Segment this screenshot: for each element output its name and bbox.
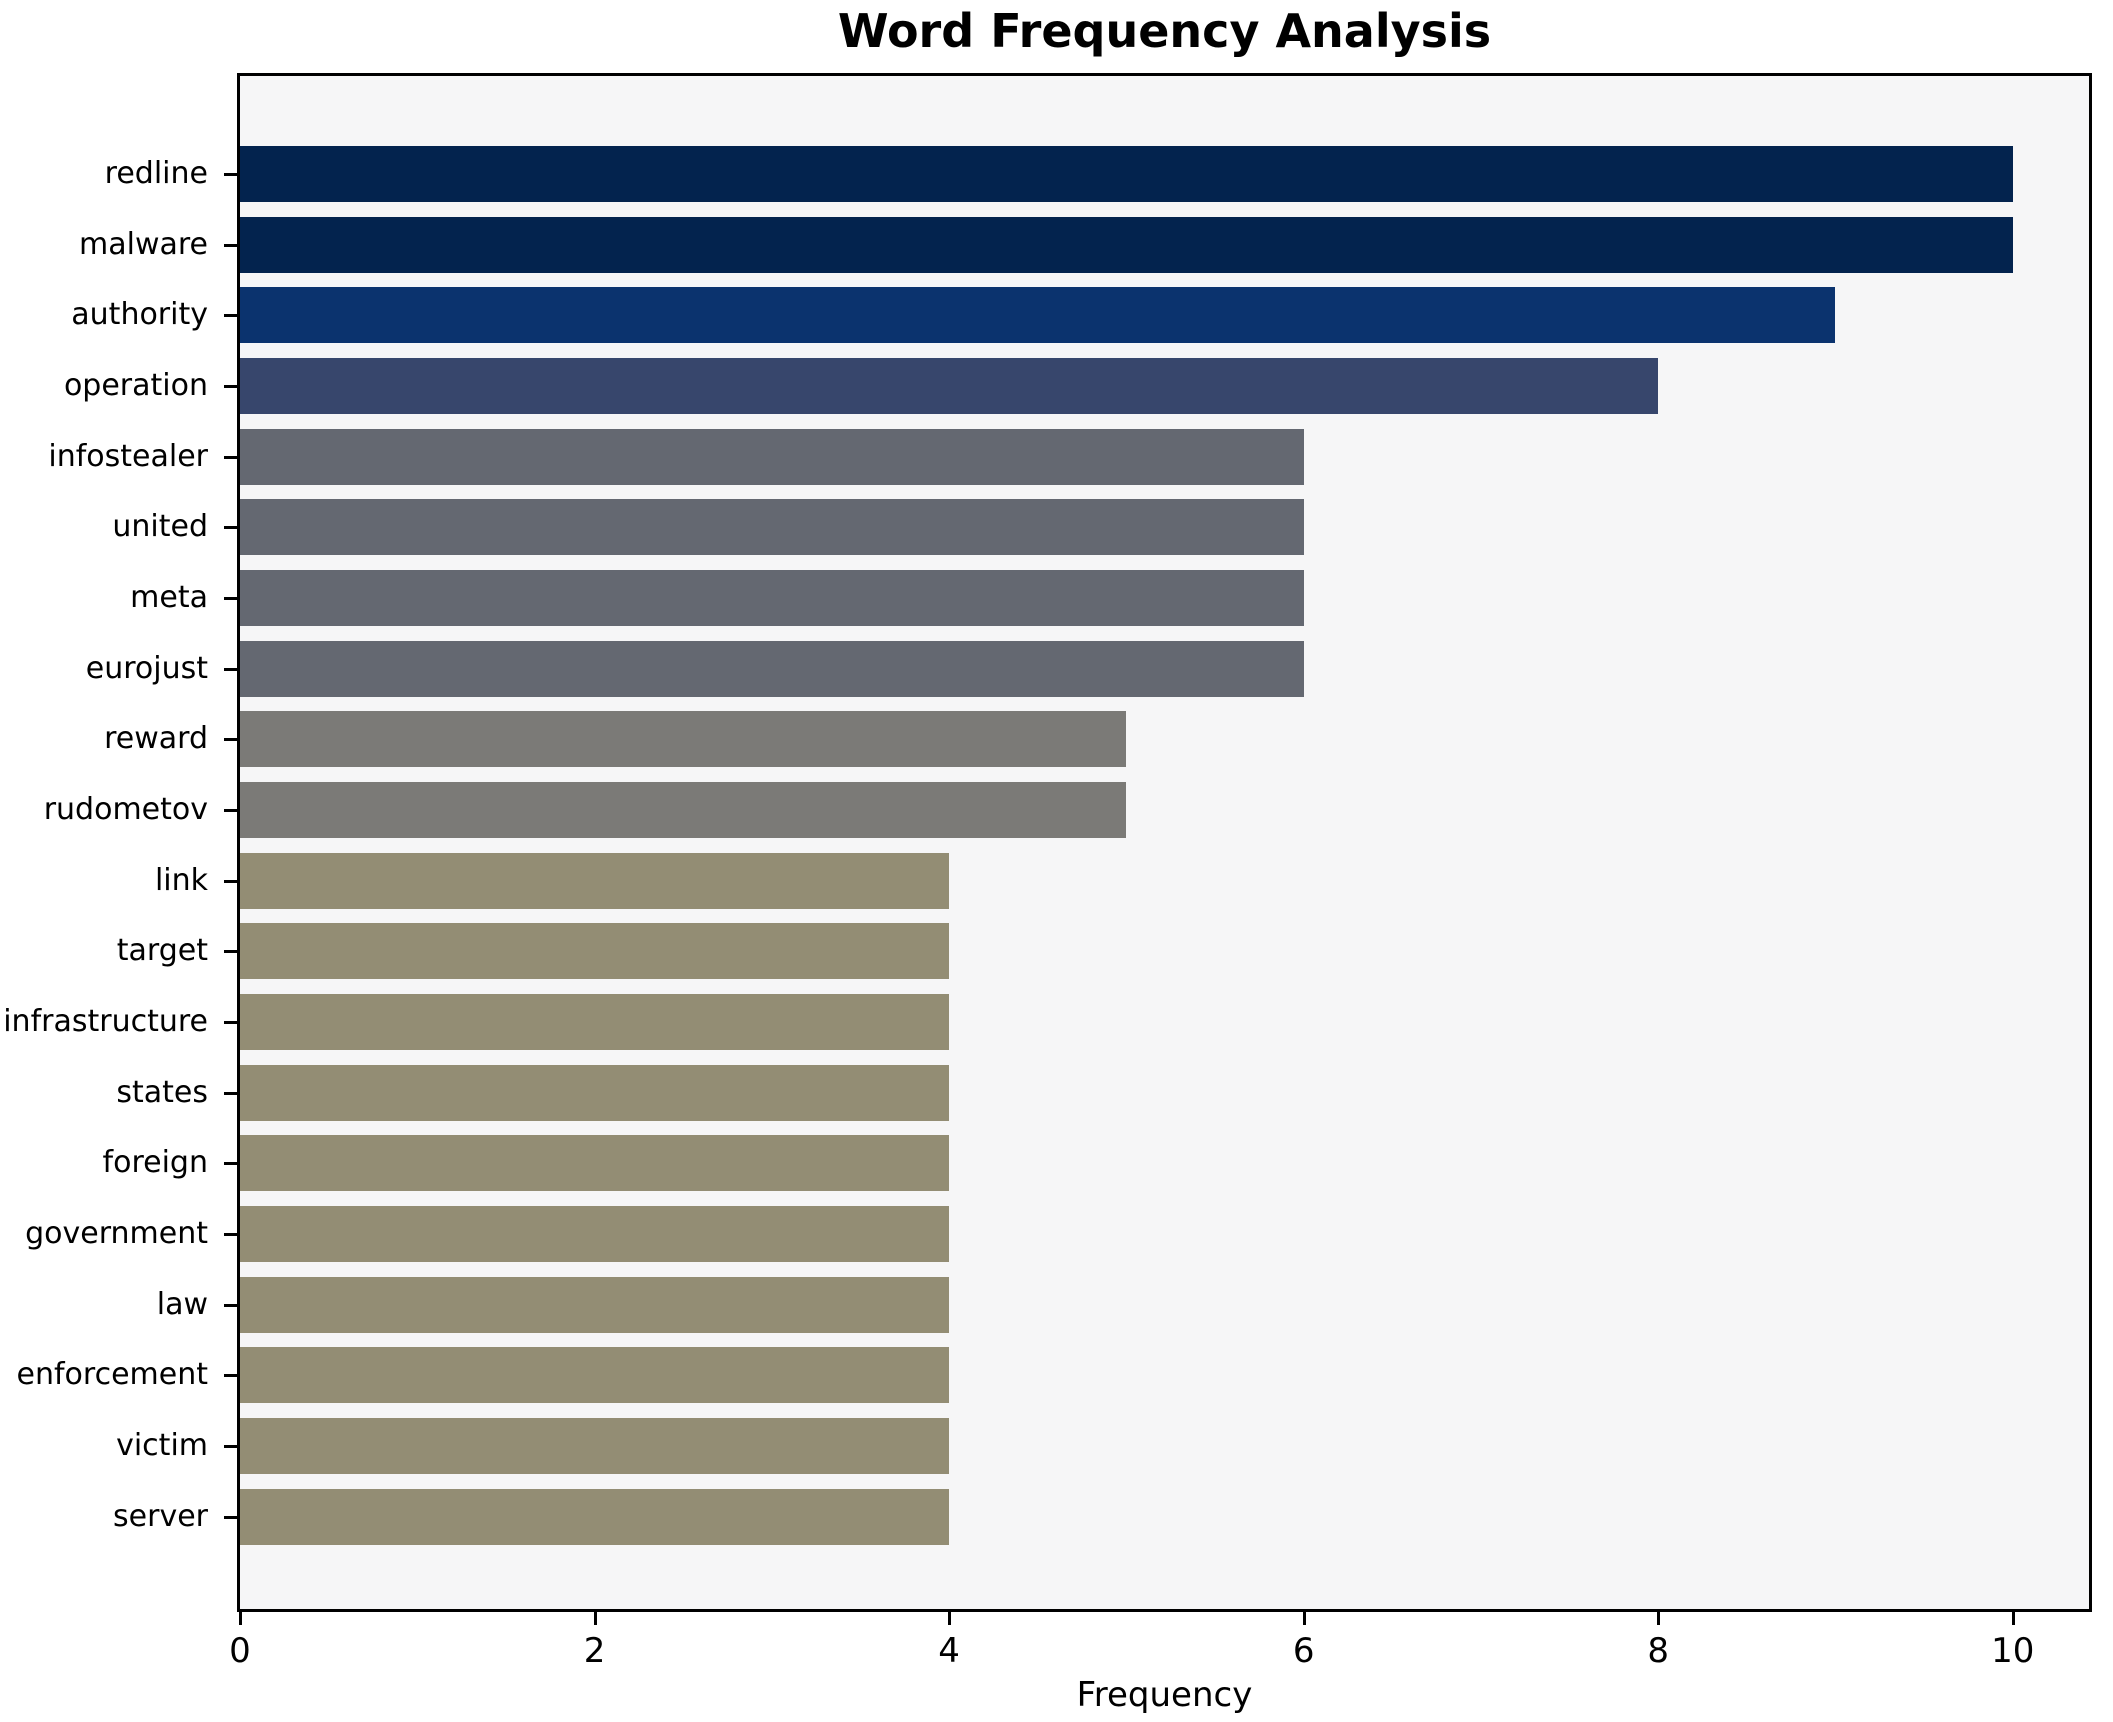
bar-foreign [240, 1135, 950, 1192]
bar-malware [240, 216, 2013, 273]
bar-infostealer [240, 428, 1304, 485]
y-tick-government [224, 1232, 237, 1236]
y-tick-label-malware: malware [79, 226, 208, 262]
y-tick-victim [224, 1444, 237, 1448]
y-tick-label-rudometov: rudometov [43, 791, 208, 827]
y-tick-label-authority: authority [71, 297, 208, 333]
bar-states [240, 1064, 950, 1121]
bar-rudometov [240, 781, 1127, 838]
x-tick-label-2: 2 [583, 1631, 606, 1671]
bar-redline [240, 146, 2013, 202]
x-axis-label: Frequency [1076, 1675, 1253, 1715]
y-tick-label-foreign: foreign [102, 1145, 208, 1181]
y-tick-label-infrastructure: infrastructure [3, 1003, 208, 1039]
bar-link [240, 852, 950, 909]
x-tick-6 [1302, 1612, 1306, 1625]
y-tick-target [224, 950, 237, 954]
y-tick-operation [224, 384, 237, 388]
bar-enforcement [240, 1347, 950, 1404]
y-tick-label-link: link [154, 862, 208, 898]
y-tick-eurojust [224, 667, 237, 671]
bar-meta [240, 569, 1304, 626]
x-tick-4 [948, 1612, 952, 1625]
y-tick-malware [224, 243, 237, 247]
y-tick-label-victim: victim [116, 1427, 208, 1463]
y-tick-label-states: states [116, 1074, 208, 1110]
x-tick-label-10: 10 [1991, 1631, 2035, 1671]
y-tick-label-redline: redline [104, 156, 208, 191]
bar-victim [240, 1417, 950, 1474]
bar-eurojust [240, 640, 1304, 697]
x-tick-label-8: 8 [1647, 1631, 1670, 1671]
y-tick-link [224, 879, 237, 883]
y-tick-reward [224, 738, 237, 742]
y-tick-meta [224, 596, 237, 600]
y-tick-label-enforcement: enforcement [16, 1357, 208, 1393]
y-tick-infostealer [224, 455, 237, 459]
y-tick-label-server: server [113, 1498, 208, 1534]
y-tick-states [224, 1091, 237, 1095]
plot-area [237, 73, 2092, 1612]
x-tick-8 [1657, 1612, 1661, 1625]
bar-reward [240, 711, 1127, 768]
y-tick-label-law: law [156, 1286, 208, 1322]
y-tick-label-infostealer: infostealer [48, 438, 208, 474]
y-tick-label-meta: meta [130, 579, 208, 615]
y-tick-server [224, 1515, 237, 1519]
y-tick-label-government: government [25, 1215, 208, 1251]
bar-united [240, 499, 1304, 556]
y-tick-label-eurojust: eurojust [85, 650, 208, 686]
bar-authority [240, 287, 1836, 344]
y-tick-rudometov [224, 808, 237, 812]
y-tick-foreign [224, 1162, 237, 1166]
chart-title: Word Frequency Analysis [837, 4, 1492, 58]
bar-government [240, 1205, 950, 1262]
y-tick-redline [224, 173, 237, 176]
y-tick-label-reward: reward [104, 721, 208, 757]
x-tick-10 [2011, 1612, 2015, 1625]
y-tick-label-target: target [116, 933, 208, 969]
y-tick-united [224, 526, 237, 530]
bar-law [240, 1276, 950, 1333]
y-tick-label-united: united [112, 509, 208, 545]
x-tick-0 [239, 1612, 242, 1625]
bar-infrastructure [240, 993, 950, 1050]
bar-server [240, 1488, 950, 1545]
x-tick-label-4: 4 [938, 1631, 960, 1671]
y-tick-enforcement [224, 1374, 237, 1378]
y-tick-label-operation: operation [63, 367, 208, 403]
x-tick-label-0: 0 [229, 1631, 251, 1671]
x-tick-2 [593, 1612, 597, 1625]
y-tick-law [224, 1303, 237, 1307]
y-tick-authority [224, 314, 237, 318]
bar-target [240, 923, 950, 980]
y-tick-infrastructure [224, 1020, 237, 1024]
x-tick-label-6: 6 [1292, 1631, 1315, 1671]
bar-operation [240, 357, 1659, 414]
